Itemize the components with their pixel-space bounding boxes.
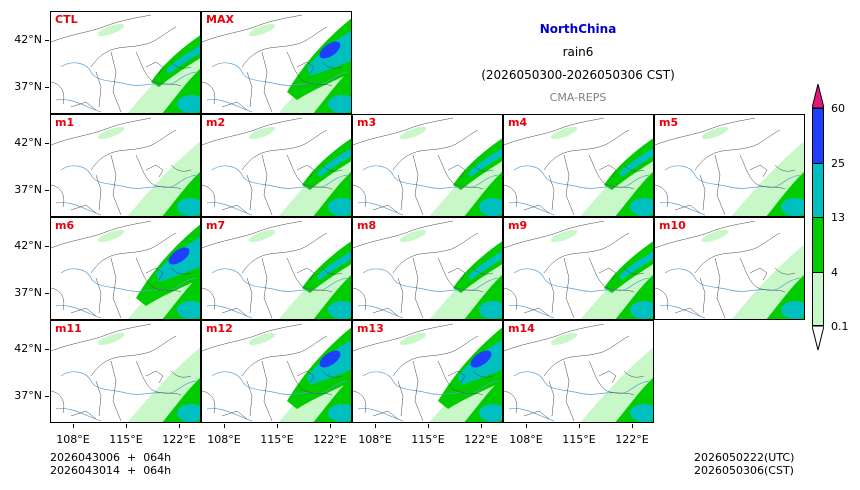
valid-time-cst: 2026050306(CST) xyxy=(694,464,794,477)
precip-map-icon xyxy=(353,117,502,216)
x-tick-108e: 108°E xyxy=(501,424,551,446)
member-label: m3 xyxy=(357,116,377,129)
x-tick-115e: 115°E xyxy=(101,424,151,446)
colorbar-label-4: 4 xyxy=(831,266,838,279)
precip-map-icon xyxy=(202,117,351,216)
precip-map-icon xyxy=(51,14,200,113)
precip-map-icon xyxy=(655,220,804,319)
member-label: m13 xyxy=(357,322,384,335)
x-tick-108e: 108°E xyxy=(350,424,400,446)
precip-map-icon xyxy=(51,117,200,216)
x-tick-122e: 122°E xyxy=(154,424,204,446)
x-tick-122e: 122°E xyxy=(456,424,506,446)
colorbar-label-13: 13 xyxy=(831,211,845,224)
region-title: NorthChina xyxy=(539,22,617,36)
map-panel-m2: m2 xyxy=(201,114,352,217)
colorbar-segment-4-13 xyxy=(812,217,824,272)
map-panel-m11: m11 xyxy=(50,320,201,423)
map-panel-m8: m8 xyxy=(352,217,503,320)
colorbar-over-triangle-icon xyxy=(812,84,824,109)
map-panel-m5: m5 xyxy=(654,114,805,217)
x-tick-108e: 108°E xyxy=(199,424,249,446)
variable-title: rain6 xyxy=(562,45,594,59)
map-panel-m13: m13 xyxy=(352,320,503,423)
y-tick-37n: 37°N xyxy=(0,183,49,196)
x-tick-115e: 115°E xyxy=(252,424,302,446)
precip-map-icon xyxy=(51,220,200,319)
member-label: m2 xyxy=(206,116,226,129)
y-tick-37n: 37°N xyxy=(0,389,49,402)
colorbar-label-0.1: 0.1 xyxy=(831,320,849,333)
y-tick-42n: 42°N xyxy=(0,33,49,46)
init-time-2: 2026043014 + 064h xyxy=(50,464,172,477)
map-panel-m3: m3 xyxy=(352,114,503,217)
x-tick-108e: 108°E xyxy=(48,424,98,446)
precip-map-icon xyxy=(202,220,351,319)
period-title: (2026050300-2026050306 CST) xyxy=(481,68,675,82)
map-panel-m12: m12 xyxy=(201,320,352,423)
member-label: m6 xyxy=(55,219,75,232)
colorbar-label-60: 60 xyxy=(831,102,845,115)
map-panel-ctl: CTL xyxy=(50,11,201,114)
colorbar-segment-0.1-4 xyxy=(812,272,824,326)
precip-map-icon xyxy=(504,117,653,216)
member-label: m7 xyxy=(206,219,226,232)
map-panel-m1: m1 xyxy=(50,114,201,217)
map-panel-m10: m10 xyxy=(654,217,805,320)
precip-map-icon xyxy=(202,14,351,113)
precip-map-icon xyxy=(504,323,653,422)
y-tick-37n: 37°N xyxy=(0,286,49,299)
y-tick-42n: 42°N xyxy=(0,136,49,149)
map-panel-m7: m7 xyxy=(201,217,352,320)
x-tick-115e: 115°E xyxy=(554,424,604,446)
y-tick-42n: 42°N xyxy=(0,239,49,252)
member-label: m10 xyxy=(659,219,686,232)
x-tick-122e: 122°E xyxy=(607,424,657,446)
member-label: m11 xyxy=(55,322,82,335)
member-label: MAX xyxy=(206,13,234,26)
x-tick-122e: 122°E xyxy=(305,424,355,446)
model-title: CMA-REPS xyxy=(549,91,607,104)
map-panel-m6: m6 xyxy=(50,217,201,320)
precip-map-icon xyxy=(655,117,804,216)
precip-map-icon xyxy=(353,220,502,319)
map-panel-m9: m9 xyxy=(503,217,654,320)
map-panel-max: MAX xyxy=(201,11,352,114)
init-time-1: 2026043006 + 064h xyxy=(50,451,172,464)
member-label: m12 xyxy=(206,322,233,335)
map-panel-m14: m14 xyxy=(503,320,654,423)
x-tick-115e: 115°E xyxy=(403,424,453,446)
member-label: m8 xyxy=(357,219,377,232)
valid-time-utc: 2026050222(UTC) xyxy=(694,451,795,464)
member-label: m9 xyxy=(508,219,528,232)
y-tick-42n: 42°N xyxy=(0,342,49,355)
precip-map-icon xyxy=(202,323,351,422)
map-panel-m4: m4 xyxy=(503,114,654,217)
colorbar-under-triangle-icon xyxy=(812,325,824,351)
precip-map-icon xyxy=(51,323,200,422)
member-label: m4 xyxy=(508,116,528,129)
member-label: m14 xyxy=(508,322,535,335)
member-label: CTL xyxy=(55,13,78,26)
member-label: m5 xyxy=(659,116,679,129)
colorbar-label-25: 25 xyxy=(831,157,845,170)
colorbar-segment-13-25 xyxy=(812,163,824,217)
precip-map-icon xyxy=(504,220,653,319)
y-tick-37n: 37°N xyxy=(0,80,49,93)
colorbar-segment-25-60 xyxy=(812,108,824,163)
precip-map-icon xyxy=(353,323,502,422)
member-label: m1 xyxy=(55,116,75,129)
